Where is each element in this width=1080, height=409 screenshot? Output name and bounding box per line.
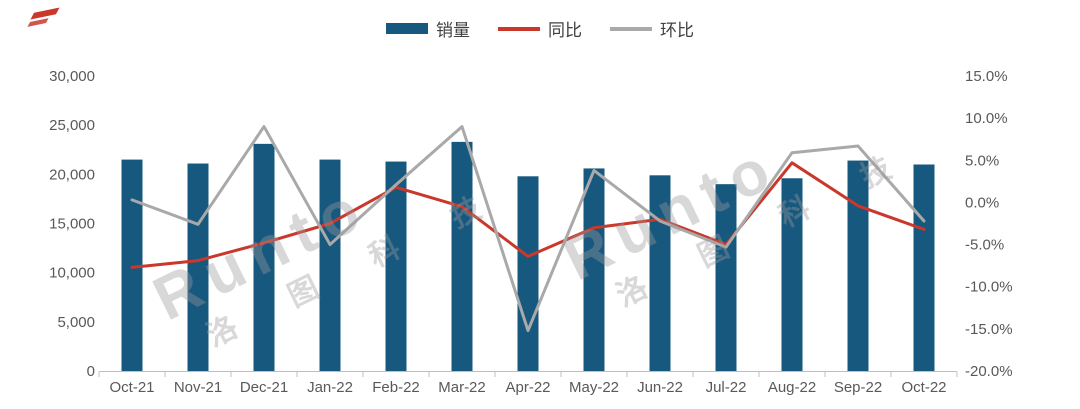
bar-feb-22	[385, 161, 407, 371]
left-axis-tick-label: 20,000	[49, 166, 95, 183]
right-axis-tick-label: 10.0%	[965, 110, 1008, 127]
x-axis-category-label: Mar-22	[438, 379, 486, 396]
right-axis-tick-label: 5.0%	[965, 152, 999, 169]
left-axis-tick-label: 5,000	[57, 314, 95, 331]
bar-jul-22	[715, 184, 737, 371]
bar-sep-22	[847, 160, 869, 371]
legend-line-swatch-icon	[498, 26, 540, 31]
bar-mar-22	[451, 141, 473, 371]
bar-apr-22	[517, 176, 539, 371]
x-axis-category-label: May-22	[569, 379, 619, 396]
line-series-yoy	[130, 161, 926, 269]
x-axis-category-label: Feb-22	[372, 379, 420, 396]
left-axis-tick-label: 10,000	[49, 265, 95, 282]
legend-label: 销量	[436, 21, 470, 40]
left-axis-tick-label: 30,000	[49, 68, 95, 85]
right-axis-tick-label: -15.0%	[965, 321, 1013, 338]
left-axis-tick-label: 15,000	[49, 216, 95, 233]
right-axis-tick-label: -5.0%	[965, 237, 1004, 254]
bar-oct-21	[121, 159, 143, 371]
bar-dec-21	[253, 143, 275, 371]
legend-item-sales: 销量	[386, 16, 470, 41]
right-axis-tick-label: 15.0%	[965, 68, 1008, 85]
bar-aug-22	[781, 178, 803, 371]
x-axis-category-label: Sep-22	[834, 379, 882, 396]
right-axis-tick-label: -10.0%	[965, 279, 1013, 296]
legend-label: 环比	[660, 21, 694, 40]
bar-nov-21	[187, 163, 209, 371]
left-axis-tick-label: 0	[87, 363, 95, 380]
bar-may-22	[583, 168, 605, 371]
right-axis-tick-label: -20.0%	[965, 363, 1013, 380]
line-series-mom	[130, 125, 926, 333]
x-axis-category-label: Jul-22	[706, 379, 747, 396]
legend-item-mom: 环比	[610, 16, 694, 41]
x-axis-category-label: Nov-21	[174, 379, 222, 396]
x-axis-category-label: Dec-21	[240, 379, 288, 396]
chart-legend: 销量 同比 环比	[0, 16, 1080, 41]
legend-label: 同比	[548, 21, 582, 40]
right-axis-tick-label: 0.0%	[965, 194, 999, 211]
x-axis-category-label: Aug-22	[768, 379, 816, 396]
legend-bar-swatch-icon	[386, 23, 428, 34]
x-axis-category-label: Apr-22	[505, 379, 550, 396]
x-axis-category-label: Jan-22	[307, 379, 353, 396]
legend-item-yoy: 同比	[498, 16, 582, 41]
x-axis-category-label: Oct-21	[109, 379, 154, 396]
legend-line-swatch-icon	[610, 26, 652, 31]
bar-jun-22	[649, 175, 671, 371]
left-axis-tick-label: 25,000	[49, 117, 95, 134]
x-axis-category-label: Oct-22	[901, 379, 946, 396]
x-axis-category-label: Jun-22	[637, 379, 683, 396]
bar-oct-22	[913, 164, 935, 371]
bar-jan-22	[319, 159, 341, 371]
